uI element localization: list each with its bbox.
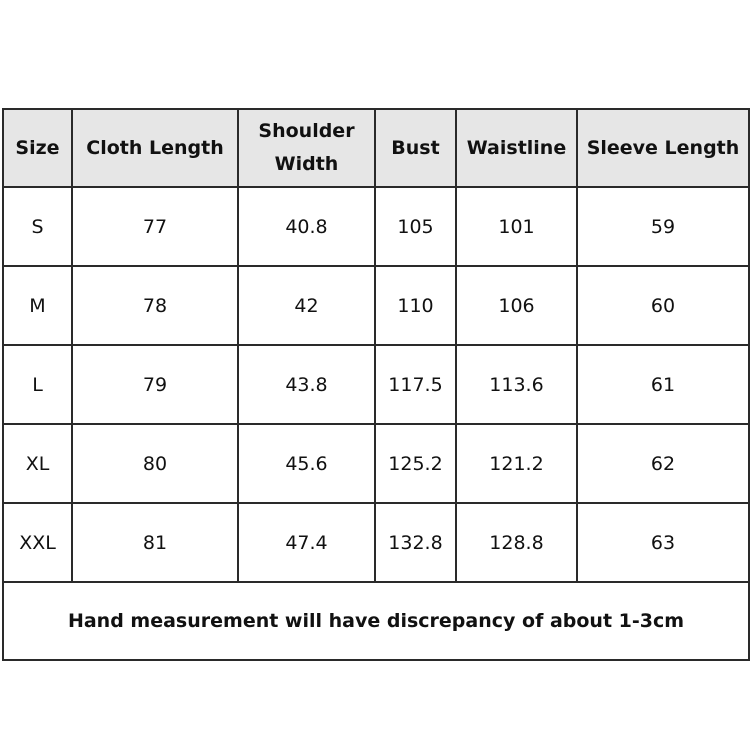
table-row: M 78 42 110 106 60 xyxy=(2,265,750,346)
size-chart-table: Size Cloth Length Shoulder Width Bust Waistl… xyxy=(2,108,750,661)
cell-shoulder-width: 40.8 xyxy=(237,186,376,267)
table-row: XXL 81 47.4 132.8 128.8 63 xyxy=(2,502,750,583)
cell-waistline: 121.2 xyxy=(455,423,578,504)
footer-note: Hand measurement will have discrepancy o… xyxy=(2,581,750,661)
cell-shoulder-width: 45.6 xyxy=(237,423,376,504)
cell-sleeve-length: 59 xyxy=(576,186,750,267)
cell-shoulder-width: 43.8 xyxy=(237,344,376,425)
header-row: Size Cloth Length Shoulder Width Bust Waistl… xyxy=(2,108,750,188)
cell-cloth-length: 81 xyxy=(71,502,239,583)
cell-sleeve-length: 60 xyxy=(576,265,750,346)
header-shoulder-width: Shoulder Width xyxy=(237,108,376,188)
cell-bust: 117.5 xyxy=(374,344,457,425)
table-row: XL 80 45.6 125.2 121.2 62 xyxy=(2,423,750,504)
cell-sleeve-length: 62 xyxy=(576,423,750,504)
cell-cloth-length: 79 xyxy=(71,344,239,425)
cell-size: XL xyxy=(2,423,73,504)
cell-cloth-length: 77 xyxy=(71,186,239,267)
header-waistline: Waistline xyxy=(455,108,578,188)
cell-waistline: 128.8 xyxy=(455,502,578,583)
cell-shoulder-width: 47.4 xyxy=(237,502,376,583)
cell-cloth-length: 78 xyxy=(71,265,239,346)
cell-bust: 110 xyxy=(374,265,457,346)
cell-bust: 105 xyxy=(374,186,457,267)
cell-waistline: 106 xyxy=(455,265,578,346)
cell-sleeve-length: 61 xyxy=(576,344,750,425)
cell-shoulder-width: 42 xyxy=(237,265,376,346)
cell-bust: 125.2 xyxy=(374,423,457,504)
cell-size: M xyxy=(2,265,73,346)
cell-bust: 132.8 xyxy=(374,502,457,583)
cell-sleeve-length: 63 xyxy=(576,502,750,583)
cell-size: L xyxy=(2,344,73,425)
cell-cloth-length: 80 xyxy=(71,423,239,504)
table-row: L 79 43.8 117.5 113.6 61 xyxy=(2,344,750,425)
header-size: Size xyxy=(2,108,73,188)
table-row: S 77 40.8 105 101 59 xyxy=(2,186,750,267)
header-sleeve-length: Sleeve Length xyxy=(576,108,750,188)
cell-waistline: 101 xyxy=(455,186,578,267)
header-cloth-length: Cloth Length xyxy=(71,108,239,188)
header-bust: Bust xyxy=(374,108,457,188)
footer-row: Hand measurement will have discrepancy o… xyxy=(2,581,750,661)
cell-waistline: 113.6 xyxy=(455,344,578,425)
cell-size: S xyxy=(2,186,73,267)
cell-size: XXL xyxy=(2,502,73,583)
